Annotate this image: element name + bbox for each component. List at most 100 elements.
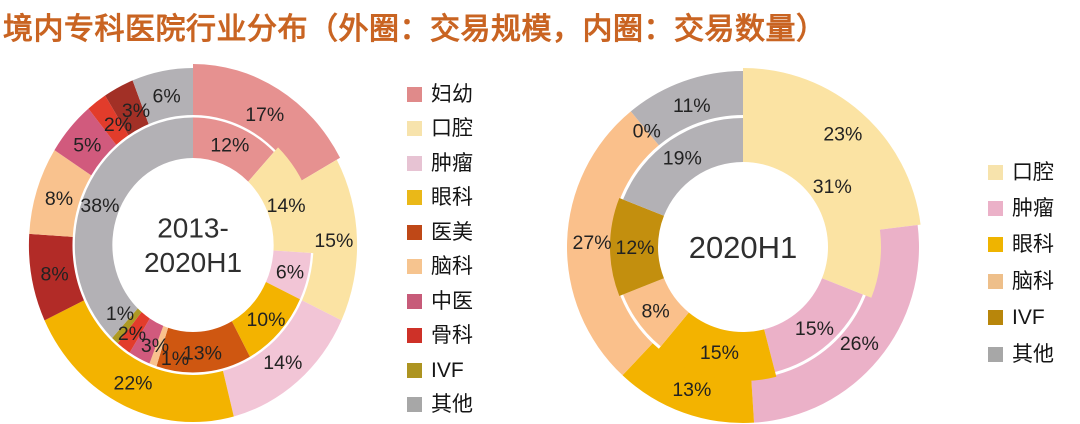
left-donut-2013-2020H1-inner-slice-3 (231, 282, 300, 357)
left-donut-2013-2020H1-outer-slice-1 (298, 159, 358, 321)
left-donut-2013-2020H1-inner-label-6: 3% (141, 335, 169, 357)
legend-item-right-donut-2020H1-4: IVF (988, 300, 1054, 336)
right-donut-2020H1-inner-slice-5 (623, 117, 743, 216)
left-donut-2013-2020H1-outer-label-7: 2% (104, 114, 132, 136)
left-donut-2013-2020H1-inner-label-8: 1% (106, 303, 134, 325)
left-donut-2013-2020H1-outer-label-3: 22% (113, 372, 152, 394)
right-donut-2020H1-inner-slice-3 (623, 278, 689, 347)
legend-swatch-icon (407, 224, 422, 240)
legend-label: 口腔 (431, 117, 473, 141)
left-donut-2013-2020H1-center-label-line-1: 2020H1 (144, 247, 242, 278)
legend-item-left-donut-2013-2020H1-8: IVF (407, 353, 473, 388)
left-donut-2013-2020H1-outer-slice-4 (28, 233, 84, 321)
left-donut-2013-2020H1-outer-label-2: 14% (263, 352, 302, 374)
legend-label: 眼科 (1012, 233, 1054, 257)
left-donut-2013-2020H1-outer-slice-5 (29, 150, 92, 237)
left-donut-2013-2020H1-outer-label-5: 8% (45, 188, 73, 210)
right-donut-2020H1-inner-label-4: 12% (615, 237, 654, 259)
left-donut-2013-2020H1-inner-slice-7 (117, 312, 150, 353)
left-donut-2013-2020H1-outer-slice-0 (193, 64, 341, 183)
left-donut-2013-2020H1-outer-label-1: 15% (314, 230, 353, 252)
right-donut-2020H1-outer-slice-2 (622, 343, 755, 424)
legend-item-right-donut-2020H1-3: 脑科 (988, 263, 1054, 299)
legend-label: 医美 (431, 220, 473, 244)
left-donut-2013-2020H1-inner-label-2: 6% (276, 262, 304, 284)
legend-item-left-donut-2013-2020H1-3: 眼科 (407, 181, 473, 216)
legend-label: 其他 (431, 393, 473, 417)
right-donut-2020H1-outer-label-1: 26% (840, 333, 879, 355)
legend-right: 口腔肿瘤眼科脑科 IVF 其他 (988, 154, 1054, 372)
legend-swatch-icon (407, 293, 422, 309)
left-donut-2013-2020H1-inner-slice-5 (149, 325, 169, 367)
legend-swatch-icon (407, 190, 422, 206)
left-donut-2013-2020H1-inner-slice-9 (74, 117, 193, 338)
left-donut-2013-2020H1-inner-slice-6 (129, 318, 164, 364)
left-donut-2013-2020H1-inner-label-5: 1% (161, 348, 189, 370)
legend-swatch-icon (988, 273, 1003, 289)
left-donut-2013-2020H1-outer-slice-2 (222, 300, 342, 417)
left-donut-2013-2020H1-inner-label-7: 2% (118, 323, 146, 345)
legend-item-left-donut-2013-2020H1-0: 妇幼 (407, 77, 473, 112)
left-donut-2013-2020H1-outer-slice-8 (105, 80, 149, 136)
legend-label: 口腔 (1012, 160, 1054, 184)
legend-label: IVF (1012, 306, 1045, 330)
left-donut-2013-2020H1-inner-label-3: 10% (246, 309, 285, 331)
legend-swatch-icon (407, 362, 422, 378)
legend-label: 眼科 (431, 186, 473, 210)
legend-item-left-donut-2013-2020H1-1: 口腔 (407, 112, 473, 147)
legend-item-right-donut-2020H1-5: 其他 (988, 336, 1054, 372)
legend-label: 骨科 (431, 324, 473, 348)
legend-swatch-icon (407, 155, 422, 171)
left-donut-2013-2020H1-inner-slice-8 (112, 308, 142, 344)
legend-label: 肿瘤 (1012, 197, 1054, 221)
right-donut-2020H1-outer-label-4: 0% (633, 120, 661, 142)
legend-swatch-icon (407, 259, 422, 275)
right-donut-2020H1-outer-label-2: 13% (672, 379, 711, 401)
right-donut-2020H1-inner-slice-2 (657, 312, 777, 381)
left-donut-2013-2020H1-inner-slice-0 (193, 117, 274, 182)
legend-left: 妇幼口腔肿瘤眼科医美脑科中医骨科 IVF 其他 (407, 77, 473, 422)
left-donut-2013-2020H1-inner-slice-2 (265, 250, 311, 300)
legend-swatch-icon (407, 328, 422, 344)
left-donut-2013-2020H1-outer-label-8: 3% (122, 100, 150, 122)
legend-label: IVF (431, 358, 464, 382)
left-donut-2013-2020H1-outer-label-4: 8% (40, 263, 68, 285)
left-donut-2013-2020H1-outer-slice-3 (44, 300, 234, 422)
legend-swatch-icon (407, 121, 422, 137)
left-donut-2013-2020H1-outer-label-0: 17% (245, 104, 284, 126)
legend-item-left-donut-2013-2020H1-9: 其他 (407, 388, 473, 423)
legend-item-left-donut-2013-2020H1-5: 脑科 (407, 250, 473, 285)
legend-swatch-icon (988, 164, 1003, 180)
legend-label: 其他 (1012, 342, 1054, 366)
legend-item-right-donut-2020H1-0: 口腔 (988, 154, 1054, 190)
right-donut-2020H1-outer-label-0: 23% (823, 124, 862, 146)
legend-label: 脑科 (1012, 269, 1054, 293)
page-title: 境内专科医院行业分布（外圈：交易规模，内圈：交易数量） (3, 13, 827, 46)
right-donut-2020H1-outer-label-5: 11% (673, 95, 711, 117)
legend-item-left-donut-2013-2020H1-6: 中医 (407, 284, 473, 319)
right-donut-2020H1-inner-label-1: 15% (795, 318, 834, 340)
left-donut-2013-2020H1-outer-slice-6 (54, 108, 117, 176)
right-donut-2020H1-outer-label-3: 27% (573, 232, 612, 254)
right-donut-2020H1-inner-slice-4 (610, 198, 664, 296)
right-donut-2020H1-inner-slice-0 (743, 109, 881, 298)
legend-item-left-donut-2013-2020H1-4: 医美 (407, 215, 473, 250)
right-donut-2020H1-outer-slice-3 (567, 111, 659, 376)
legend-label: 中医 (431, 289, 473, 313)
left-donut-2013-2020H1-inner-slice-4 (156, 321, 250, 373)
legend-item-right-donut-2020H1-1: 肿瘤 (988, 190, 1054, 226)
left-donut-2013-2020H1-inner-label-9: 38% (80, 195, 119, 217)
legend-swatch-icon (407, 86, 422, 102)
legend-swatch-icon (988, 237, 1003, 253)
left-donut-2013-2020H1-outer-label-6: 5% (73, 134, 101, 156)
right-donut-2020H1-inner-label-2: 15% (700, 342, 739, 364)
left-donut-2013-2020H1-outer-slice-9 (132, 68, 193, 125)
right-donut-2020H1-inner-label-5: 19% (663, 148, 702, 170)
legend-swatch-icon (988, 201, 1003, 217)
left-donut-2013-2020H1-outer-slice-7 (88, 95, 129, 145)
left-donut-2013-2020H1-inner-slice-1 (248, 147, 318, 254)
legend-item-left-donut-2013-2020H1-2: 肿瘤 (407, 146, 473, 181)
legend-label: 妇幼 (431, 82, 473, 106)
legend-item-right-donut-2020H1-2: 眼科 (988, 227, 1054, 263)
